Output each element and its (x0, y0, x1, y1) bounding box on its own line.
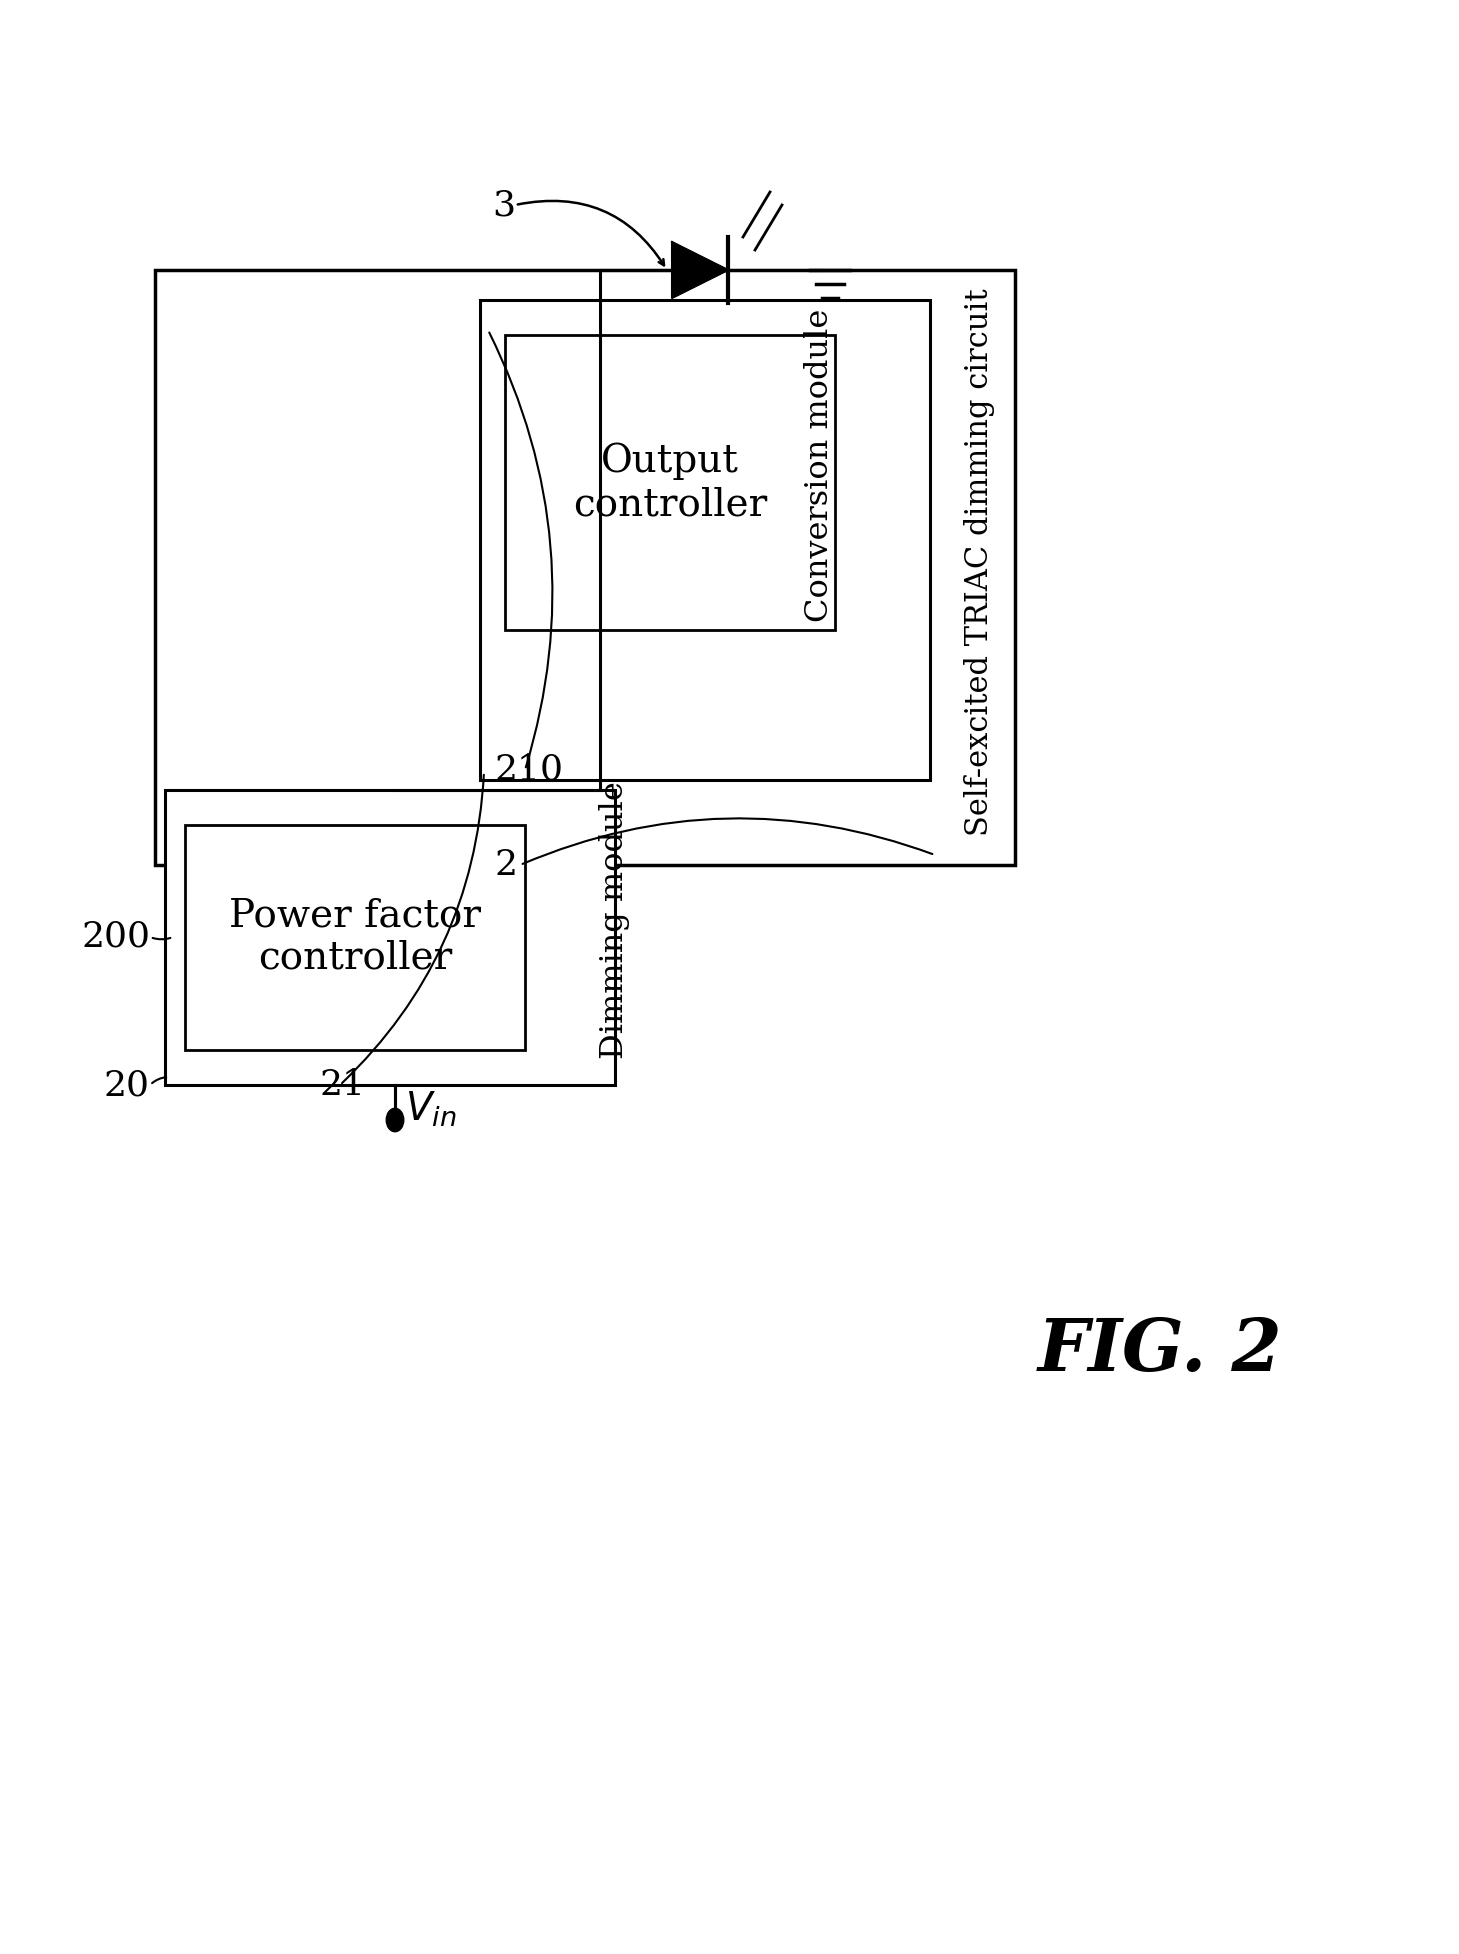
Bar (155, 270, 1015, 866)
Text: 200: 200 (82, 920, 150, 954)
Text: 2: 2 (495, 848, 518, 881)
Text: 20: 20 (104, 1069, 150, 1102)
Text: Dimming module: Dimming module (600, 782, 630, 1059)
Bar (185, 825, 525, 1049)
Text: 21: 21 (320, 1069, 366, 1102)
Bar (165, 789, 616, 1084)
Text: Power factor
controller: Power factor controller (229, 897, 481, 977)
Circle shape (387, 1108, 404, 1131)
Text: $V_{in}$: $V_{in}$ (406, 1090, 457, 1129)
Text: Conversion module: Conversion module (804, 309, 836, 621)
Text: 3: 3 (492, 188, 515, 223)
Polygon shape (673, 242, 728, 299)
Bar (480, 301, 929, 780)
Text: Self-excited TRIAC dimming circuit: Self-excited TRIAC dimming circuit (964, 287, 995, 836)
Text: Output
controller: Output controller (573, 444, 767, 524)
Text: 210: 210 (495, 752, 565, 787)
Text: FIG. 2: FIG. 2 (1037, 1315, 1282, 1385)
Bar (505, 334, 835, 629)
